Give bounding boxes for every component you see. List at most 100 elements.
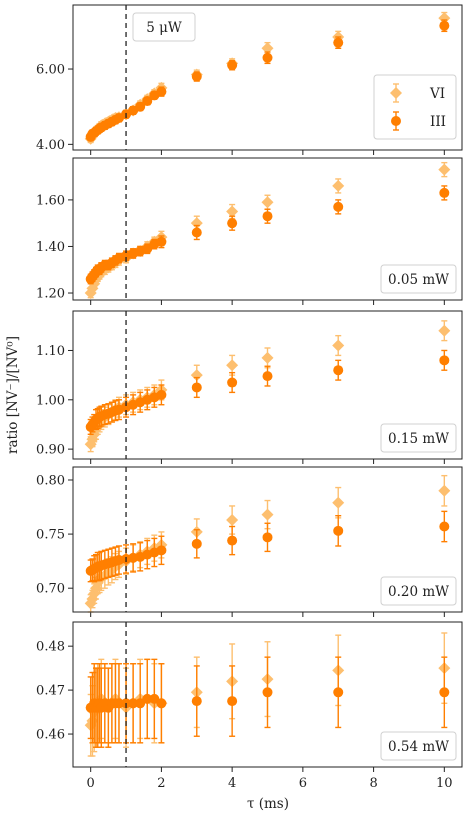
data-point xyxy=(128,698,139,709)
series-iii xyxy=(85,656,450,748)
data-point xyxy=(191,538,202,549)
y-tick-label: 1.40 xyxy=(36,240,65,255)
y-tick-label: 0.47 xyxy=(36,684,65,699)
data-point xyxy=(333,201,344,212)
data-point xyxy=(135,101,146,112)
data-point xyxy=(156,236,167,247)
axes-frame xyxy=(72,4,463,151)
data-point xyxy=(332,179,345,192)
series-iii xyxy=(85,510,450,583)
data-point xyxy=(227,696,238,707)
data-point xyxy=(261,351,274,364)
data-point xyxy=(156,698,167,709)
annotation-label: 0.54 mW xyxy=(388,739,449,755)
legend-label: III xyxy=(430,114,446,130)
data-point xyxy=(261,508,274,521)
axes-frame xyxy=(72,466,463,613)
data-point xyxy=(191,71,202,82)
panel-4: 0.70 0.75 0.80 0.20 mW xyxy=(36,466,463,617)
annotation-label: 0.15 mW xyxy=(388,431,449,447)
data-point xyxy=(142,693,153,704)
data-point xyxy=(113,698,124,709)
data-point xyxy=(227,60,238,71)
annotation-label: 5 μW xyxy=(146,20,182,36)
data-point xyxy=(227,377,238,388)
panel-2: 1.20 1.40 1.60 0.05 mW xyxy=(36,157,463,305)
legend: VI III xyxy=(373,74,457,140)
x-tick-label: 2 xyxy=(157,776,165,791)
data-point xyxy=(439,355,450,366)
data-point xyxy=(261,196,274,209)
y-tick-label: 0.80 xyxy=(36,473,65,488)
data-point xyxy=(333,687,344,698)
data-point xyxy=(142,243,153,254)
data-point xyxy=(333,525,344,536)
data-point xyxy=(261,42,274,55)
data-point xyxy=(333,37,344,48)
axes-frame xyxy=(72,310,463,460)
annotation-label: 0.20 mW xyxy=(388,584,449,600)
panel-3: 0.90 1.00 1.10 0.15 mW xyxy=(36,310,463,464)
annotation-label: 0.05 mW xyxy=(388,272,449,288)
x-tick-label: 8 xyxy=(369,776,377,791)
y-tick-label: 0.90 xyxy=(36,443,65,458)
data-point xyxy=(438,484,451,497)
series-iii xyxy=(85,185,450,285)
data-point xyxy=(439,687,450,698)
y-tick-label: 6.00 xyxy=(36,63,65,78)
panel-5: 0.46 0.47 0.48 0 2 4 6 8 10 0.54 mW xyxy=(36,621,463,791)
annotation-box xyxy=(380,576,457,606)
data-point xyxy=(439,20,450,31)
y-tick-label: 0.75 xyxy=(36,528,65,543)
data-point xyxy=(262,532,273,543)
data-point xyxy=(156,545,167,556)
data-point xyxy=(439,521,450,532)
y-tick-label: 1.60 xyxy=(36,193,65,208)
y-tick-label: 1.10 xyxy=(36,344,65,359)
y-axis-label: ratio [NV⁻]/[NV⁰] xyxy=(5,336,21,454)
data-point xyxy=(191,696,202,707)
series-iii xyxy=(85,19,450,142)
data-point xyxy=(262,371,273,382)
data-point xyxy=(142,96,153,107)
data-point xyxy=(226,205,239,218)
x-tick-label: 0 xyxy=(87,776,95,791)
data-point xyxy=(156,389,167,400)
data-point xyxy=(227,535,238,546)
data-point xyxy=(191,382,202,393)
axes-frame xyxy=(72,157,463,301)
legend-label: VI xyxy=(429,86,445,102)
data-point xyxy=(262,211,273,222)
y-tick-label: 0.46 xyxy=(36,728,65,743)
data-point xyxy=(156,86,167,97)
x-tick-label: 4 xyxy=(228,776,236,791)
data-point xyxy=(191,227,202,238)
y-tick-label: 0.70 xyxy=(36,582,65,597)
data-point xyxy=(262,687,273,698)
y-tick-label: 1.20 xyxy=(36,287,65,302)
data-point xyxy=(438,12,451,25)
data-point xyxy=(332,339,345,352)
data-point xyxy=(227,218,238,229)
legend-marker xyxy=(390,87,402,99)
panels: 4.00 6.00 5 μW VI III 1.20 1.40 1.60 0.05 mW 0.90… xyxy=(36,4,463,791)
annotation-box xyxy=(380,264,457,294)
y-tick-label: 1.00 xyxy=(36,393,65,408)
annotation-box xyxy=(380,731,457,761)
data-point xyxy=(333,365,344,376)
data-point xyxy=(226,514,239,527)
x-tick-label: 6 xyxy=(299,776,307,791)
data-point xyxy=(438,324,451,337)
y-tick-label: 4.00 xyxy=(36,138,65,153)
annotation-box xyxy=(380,423,457,453)
legend-marker xyxy=(391,116,401,126)
y-tick-label: 0.48 xyxy=(36,640,65,655)
axes-frame xyxy=(72,621,463,768)
data-point xyxy=(226,359,239,372)
data-point xyxy=(439,187,450,198)
series-iii xyxy=(85,349,450,436)
data-point xyxy=(262,52,273,63)
x-axis-label: τ (ms) xyxy=(247,796,289,812)
x-tick-label: 10 xyxy=(436,776,453,791)
